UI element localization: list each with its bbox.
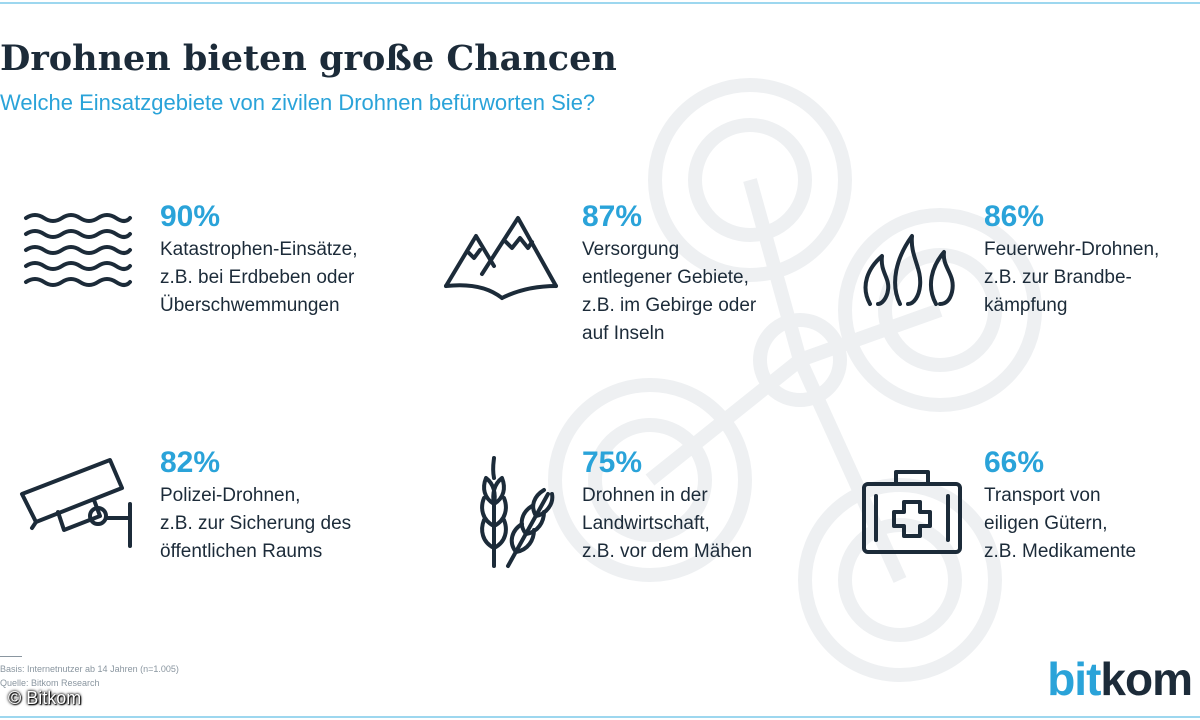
desc-line: z.B. im Gebirge oder <box>582 295 757 316</box>
stat-item-remote-supply: 87% Versorgung entlegener Gebiete, z.B. … <box>582 200 756 348</box>
desc-line: Überschwemmungen <box>160 295 340 316</box>
stat-description: Versorgung entlegener Gebiete, z.B. im G… <box>582 236 756 348</box>
stat-percent: 90% <box>160 200 221 233</box>
desc-line: Polizei-Drohnen, <box>160 485 301 506</box>
desc-line: Katastrophen-Einsätze, <box>160 239 358 260</box>
desc-line: z.B. bei Erdbeben oder <box>160 267 355 288</box>
stat-item-transport: 66% Transport von eiligen Gütern, z.B. M… <box>984 446 1136 566</box>
stat-description: Katastrophen-Einsätze, z.B. bei Erdbeben… <box>160 236 358 320</box>
flames-icon <box>860 216 960 308</box>
stat-item-firefighting: 86% Feuerwehr-Drohnen, z.B. zur Brandbe-… <box>984 200 1159 320</box>
desc-line: auf Inseln <box>582 323 665 344</box>
desc-line: Feuerwehr-Drohnen, <box>984 239 1160 260</box>
copyright-overlay: © Bitkom <box>8 688 82 708</box>
footnote-basis: Basis: Internetnutzer ab 14 Jahren (n=1.… <box>0 664 179 674</box>
mountain-icon <box>442 212 560 302</box>
stat-percent: 87% <box>582 200 643 233</box>
footnote: Basis: Internetnutzer ab 14 Jahren (n=1.… <box>0 662 179 690</box>
desc-line: Transport von <box>984 485 1101 506</box>
waves-icon <box>22 210 134 288</box>
desc-line: z.B. zur Brandbe- <box>984 267 1132 288</box>
bitkom-logo: bitkom <box>1047 652 1193 706</box>
security-camera-icon <box>18 454 140 554</box>
drone-watermark-icon <box>548 78 1042 682</box>
footnote-source: Quelle: Bitkom Research <box>0 678 100 688</box>
stat-description: Polizei-Drohnen, z.B. zur Sicherung des … <box>160 482 351 566</box>
page-subtitle: Welche Einsatzgebiete von zivilen Drohne… <box>0 90 596 115</box>
logo-part-kom: kom <box>1100 653 1193 705</box>
desc-line: z.B. Medikamente <box>984 541 1137 562</box>
stat-percent: 66% <box>984 446 1045 479</box>
stat-description: Feuerwehr-Drohnen, z.B. zur Brandbe- käm… <box>984 236 1159 320</box>
desc-line: Landwirtschaft, <box>582 513 710 534</box>
first-aid-kit-icon <box>860 466 964 556</box>
stat-percent: 86% <box>984 200 1045 233</box>
desc-line: Drohnen in der <box>582 485 708 506</box>
desc-line: kämpfung <box>984 295 1068 316</box>
stat-percent: 82% <box>160 446 221 479</box>
wheat-icon <box>464 454 560 570</box>
desc-line: entlegener Gebiete, <box>582 267 749 288</box>
stat-description: Transport von eiligen Gütern, z.B. Medik… <box>984 482 1136 566</box>
stat-item-disaster: 90% Katastrophen-Einsätze, z.B. bei Erdb… <box>160 200 358 320</box>
stat-item-agriculture: 75% Drohnen in der Landwirtschaft, z.B. … <box>582 446 752 566</box>
page-title: Drohnen bieten große Chancen <box>0 38 617 79</box>
desc-line: eiligen Gütern, <box>984 513 1108 534</box>
top-divider <box>0 2 1200 4</box>
desc-line: z.B. vor dem Mähen <box>582 541 753 562</box>
desc-line: Versorgung <box>582 239 680 260</box>
bottom-divider <box>0 716 1200 718</box>
stat-description: Drohnen in der Landwirtschaft, z.B. vor … <box>582 482 752 566</box>
stat-item-police: 82% Polizei-Drohnen, z.B. zur Sicherung … <box>160 446 351 566</box>
footnote-divider <box>0 656 22 657</box>
desc-line: öffentlichen Raums <box>160 541 323 562</box>
stat-percent: 75% <box>582 446 643 479</box>
logo-part-bit: bit <box>1047 653 1101 705</box>
desc-line: z.B. zur Sicherung des <box>160 513 352 534</box>
